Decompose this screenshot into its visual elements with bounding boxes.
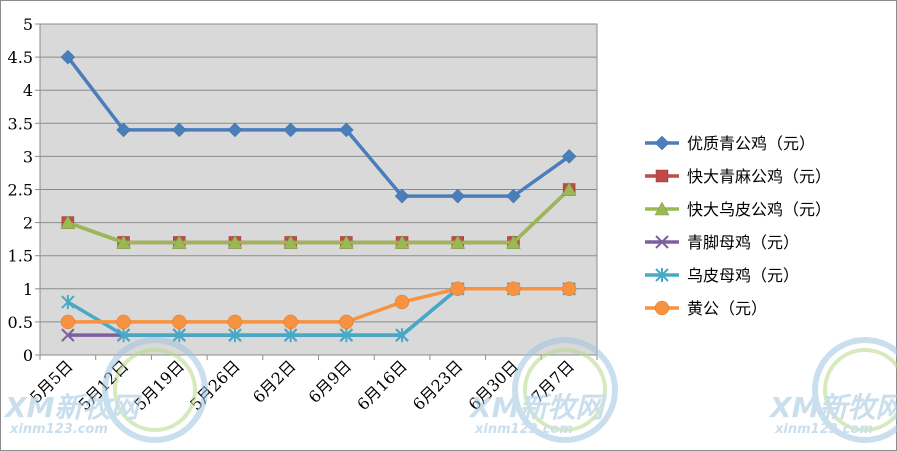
y-tick-label: 1: [23, 280, 33, 299]
data-point: [283, 314, 298, 330]
series-3: [60, 181, 577, 249]
data-point: [506, 281, 521, 297]
series-line: [67, 287, 570, 324]
series-6: [60, 281, 577, 330]
watermark-url: xinm123.com: [474, 422, 573, 437]
watermark-ring: [523, 348, 607, 432]
legend-label: 黄公（元）: [687, 299, 767, 318]
watermark-layer: XM新牧网xinm123.comXM新牧网xinm123.comXM新牧网xin…: [3, 337, 897, 443]
legend-label: 乌皮母鸡（元）: [687, 266, 799, 285]
data-point: [283, 328, 298, 343]
legend-item-4: 青脚母鸡（元）: [645, 233, 799, 252]
data-point: [60, 49, 76, 65]
data-point: [450, 281, 465, 297]
legend-marker: [655, 235, 669, 249]
y-tick-label: 4.5: [8, 48, 33, 67]
watermark-ring: [512, 337, 618, 443]
y-tick-label: 2: [23, 214, 33, 233]
data-point: [228, 328, 242, 343]
watermark-ring: [113, 348, 197, 432]
legend-item-1: 优质青公鸡（元）: [645, 134, 815, 153]
legend-label: 青脚母鸡（元）: [687, 233, 799, 252]
data-point: [395, 328, 409, 343]
series-layer: [60, 49, 577, 343]
watermark-url: xinm123.com: [774, 422, 873, 437]
data-point: [116, 234, 131, 249]
data-point: [339, 314, 354, 330]
data-point: [116, 314, 131, 330]
x-tick-label: 6月16日: [353, 356, 411, 414]
y-tick-label: 2.5: [8, 181, 33, 200]
watermark-ring: [102, 337, 208, 443]
legend-marker: [654, 201, 670, 216]
legend-marker: [654, 300, 670, 316]
data-point: [394, 188, 410, 204]
data-point: [60, 215, 76, 229]
data-point: [561, 281, 577, 297]
data-point: [338, 234, 354, 249]
data-point: [450, 188, 466, 204]
y-tick-label: 0.5: [8, 313, 33, 332]
watermark-url: xinm123.com: [9, 422, 108, 437]
data-point: [394, 234, 410, 249]
data-point: [227, 234, 243, 249]
legend-marker: [654, 135, 670, 151]
data-point: [227, 122, 243, 138]
data-point: [339, 328, 354, 343]
y-tick-label: 5: [23, 15, 33, 34]
legend-label: 优质青公鸡（元）: [687, 134, 815, 153]
legend-item-3: 快大乌皮公鸡（元）: [645, 200, 831, 219]
data-point: [61, 295, 75, 310]
x-tick-label: 6月9日: [305, 356, 355, 406]
y-tick-label: 4: [23, 81, 33, 100]
legend-label: 快大青麻公鸡（元）: [687, 167, 831, 186]
series-line: [66, 56, 571, 198]
legend-marker: [655, 169, 669, 183]
data-point: [60, 314, 76, 330]
x-tick-label: 5月19日: [130, 356, 188, 414]
data-point: [283, 234, 299, 249]
series-line: [67, 188, 571, 245]
data-point: [171, 234, 187, 249]
data-point: [171, 122, 187, 138]
data-point: [227, 314, 243, 330]
data-point: [338, 122, 354, 138]
series-1: [60, 49, 577, 204]
legend-marker: [655, 268, 669, 282]
data-point: [283, 122, 299, 138]
x-tick-label: 6月2日: [249, 356, 299, 406]
data-point: [172, 328, 186, 343]
data-point: [506, 234, 521, 249]
watermark-ring: [823, 348, 897, 432]
data-point: [394, 294, 410, 310]
watermark-brand: XM新牧网: [768, 391, 897, 424]
legend: 优质青公鸡（元） 快大青麻公鸡（元） 快大乌皮公鸡（元） 青脚母鸡（元） 乌皮母鸡（元）…: [645, 134, 831, 318]
data-point: [450, 234, 466, 249]
data-point: [116, 122, 131, 138]
y-tick-label: 0: [23, 346, 33, 365]
marker-stroke: [655, 235, 669, 249]
marker-stroke: [61, 328, 75, 342]
data-point: [561, 181, 577, 196]
legend-item-5: 乌皮母鸡（元）: [645, 266, 799, 285]
data-point: [561, 149, 577, 164]
y-tick-label: 3: [23, 147, 33, 166]
y-tick-label: 1.5: [8, 247, 33, 266]
legend-item-6: 黄公（元）: [645, 299, 767, 318]
data-point: [172, 314, 187, 330]
watermark-brand: XM新牧网: [3, 391, 142, 424]
legend-label: 快大乌皮公鸡（元）: [687, 200, 831, 219]
watermark-brand: XM新牧网: [468, 391, 607, 424]
y-tick-label: 3.5: [8, 114, 33, 133]
data-point: [61, 328, 75, 342]
x-tick-label: 6月23日: [409, 356, 467, 414]
legend-item-2: 快大青麻公鸡（元）: [645, 167, 831, 186]
watermark-ring: [812, 337, 897, 443]
data-point: [116, 328, 131, 343]
data-point: [506, 188, 521, 204]
